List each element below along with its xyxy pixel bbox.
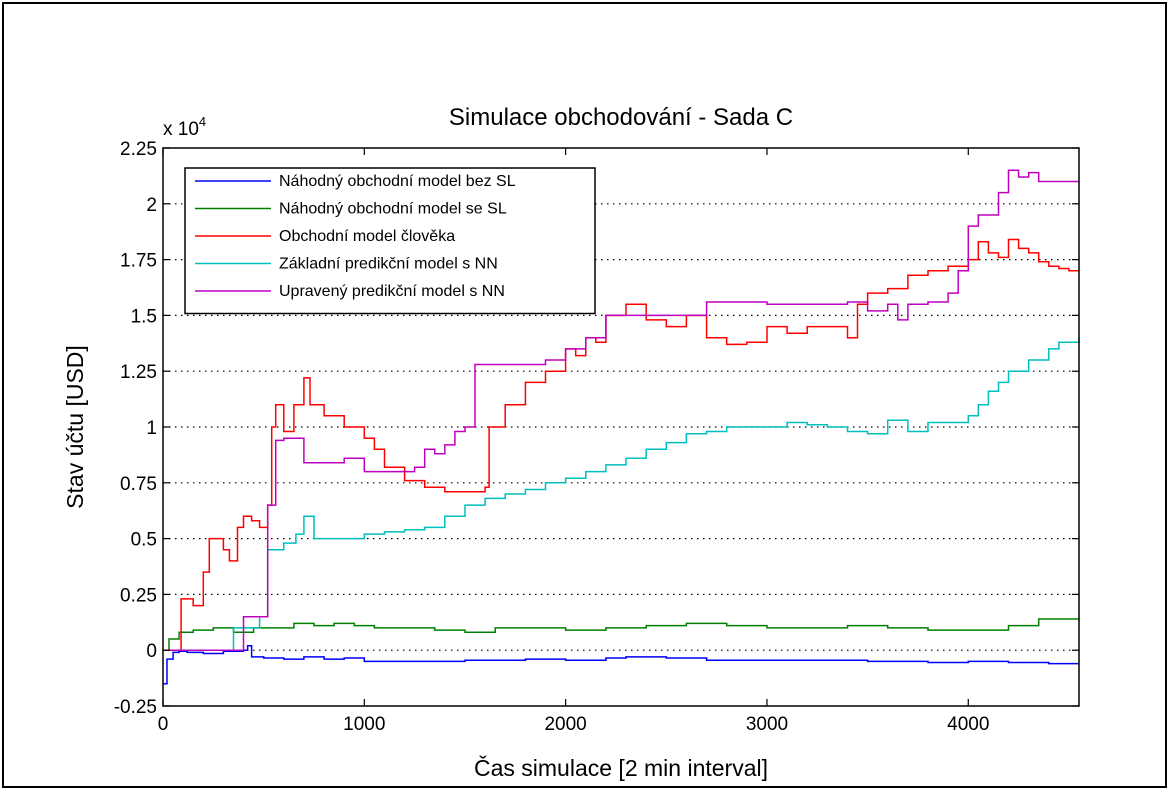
legend-label-0: Náhodný obchodní model bez SL (279, 173, 516, 190)
chart-title: Simulace obchodování - Sada C (449, 104, 793, 131)
x-tick-label-0: 0 (158, 714, 169, 735)
series-line-0 (163, 644, 1079, 685)
y-tick-label-7: 1.5 (131, 306, 157, 327)
y-tick-label-5: 1 (146, 418, 157, 439)
y-tick-label-9: 2 (146, 195, 157, 216)
y-tick-label-4: 0.75 (120, 474, 157, 495)
y-axis-multiplier-exponent: 4 (199, 114, 206, 129)
legend-label-2: Obchodní model člověka (279, 228, 455, 245)
legend-label-3: Základní predikční model s NN (279, 256, 498, 273)
x-tick-label-4: 4000 (947, 714, 989, 735)
series-line-3 (163, 337, 1080, 651)
legend-label-4: Upravený predikční model s NN (279, 283, 505, 300)
series-line-1 (163, 618, 1079, 651)
y-tick-label-1: 0 (146, 641, 157, 662)
y-tick-label-8: 1.75 (120, 251, 157, 272)
x-tick-label-2: 2000 (544, 714, 586, 735)
y-tick-label-3: 0.5 (131, 530, 157, 551)
y-tick-label-10: 2.25 (120, 139, 157, 160)
grid-lines (163, 203, 1079, 651)
axis-ticks: 0 1000 2000 3000 4000-0.2500.250.50.7511.251… (114, 139, 1079, 735)
y-tick-label-6: 1.25 (120, 362, 157, 383)
series-lines (163, 169, 1080, 685)
y-tick-label-2: 0.25 (120, 585, 157, 606)
x-tick-label-3: 3000 (746, 714, 788, 735)
y-tick-label-0: -0.25 (114, 697, 157, 718)
y-axis-multiplier: x 104 (163, 114, 206, 140)
y-axis-label: Stav účtu [USD] (62, 345, 88, 509)
legend: Náhodný obchodní model bez SL Náhodný obc… (184, 167, 596, 315)
x-axis-label: Čas simulace [2 min interval] (474, 754, 768, 781)
legend-box (184, 167, 596, 315)
legend-label-1: Náhodný obchodní model se SL (279, 201, 507, 218)
series-line-4 (163, 169, 1079, 651)
x-tick-label-1: 1000 (343, 714, 385, 735)
y-axis-multiplier-base: x 10 (163, 119, 199, 140)
